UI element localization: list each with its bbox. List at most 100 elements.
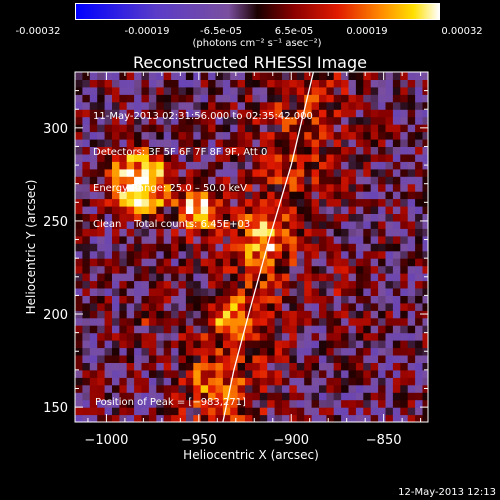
heatmap-cell [311,109,320,118]
heatmap-cell [193,265,202,274]
heatmap-cell [296,109,305,118]
heatmap-cell [104,302,113,311]
heatmap-cell [141,250,150,259]
heatmap-cell [304,131,313,140]
heatmap-cell [178,377,187,386]
heatmap-cell [348,220,357,229]
heatmap-cell [230,176,239,185]
heatmap-cell [326,243,335,252]
heatmap-cell [200,265,209,274]
heatmap-cell [363,146,372,155]
heatmap-cell [171,116,180,125]
heatmap-cell [141,362,150,371]
heatmap-cell [156,116,165,125]
heatmap-cell [104,310,113,319]
heatmap-cell [200,340,209,349]
heatmap-cell [259,146,268,155]
heatmap-cell [378,265,387,274]
heatmap-cell [400,407,409,416]
heatmap-cell [178,407,187,416]
heatmap-cell [237,325,246,334]
heatmap-cell [378,124,387,133]
heatmap-cell [171,310,180,319]
heatmap-cell [89,407,98,416]
heatmap-cell [252,72,261,80]
heatmap-cell [134,265,143,274]
heatmap-cell [222,392,231,401]
heatmap-cell [415,332,424,341]
heatmap-cell [75,243,83,252]
heatmap-cell [267,265,276,274]
heatmap-cell [333,131,342,140]
heatmap-cell [304,198,313,207]
heatmap-cell [104,220,113,229]
heatmap-cell [178,362,187,371]
heatmap-cell [237,235,246,244]
heatmap-cell [296,146,305,155]
heatmap-cell [326,176,335,185]
heatmap-cell [296,369,305,378]
heatmap-cell [400,206,409,214]
heatmap-cell [289,310,298,319]
heatmap-cell [230,265,239,274]
heatmap-cell [156,250,165,259]
heatmap-cell [333,369,342,378]
heatmap-cell [304,273,313,282]
heatmap-cell [82,153,91,162]
heatmap-cell [200,116,209,125]
heatmap-cell [319,235,327,244]
heatmap-cell [89,139,98,147]
heatmap-cell [348,325,357,334]
heatmap-cell [348,116,357,125]
heatmap-cell [341,258,350,267]
heatmap-cell [215,355,224,363]
heatmap-cell [422,206,428,214]
heatmap-cell [75,302,83,311]
heatmap-cell [415,407,424,416]
heatmap-cell [363,86,372,95]
heatmap-cell [296,265,305,274]
info-time-range: 11-May-2013 02:31:56.000 to 02:35:42.000 [93,111,313,122]
heatmap-cell [148,220,157,229]
heatmap-cell [200,146,209,155]
heatmap-cell [311,79,320,88]
heatmap-cell [185,369,194,378]
heatmap-cell [341,79,350,88]
heatmap-cell [230,86,239,95]
heatmap-cell [289,139,298,147]
heatmap-cell [348,131,357,140]
heatmap-cell [185,332,194,341]
heatmap-cell [193,295,202,304]
heatmap-cell [363,183,372,192]
heatmap-cell [274,265,283,274]
y-tick-label: 250 [43,215,68,230]
heatmap-cell [422,79,428,88]
heatmap-cell [126,86,135,95]
heatmap-cell [326,258,335,267]
heatmap-cell [370,280,379,289]
heatmap-cell [82,369,91,378]
heatmap-cell [385,310,394,319]
heatmap-cell [185,340,194,349]
heatmap-cell [200,79,209,88]
heatmap-cell [274,302,283,311]
heatmap-cell [208,355,217,363]
heatmap-cell [104,109,113,118]
heatmap-cell [415,340,424,349]
heatmap-cell [252,243,261,252]
heatmap-cell [215,384,224,393]
heatmap-cell [148,161,157,170]
heatmap-cell [230,131,239,140]
heatmap-cell [296,407,305,416]
heatmap-cell [171,213,180,222]
heatmap-cell [200,198,209,207]
heatmap-cell [348,198,357,207]
heatmap-cell [355,392,364,401]
heatmap-cell [341,168,350,177]
heatmap-cell [163,168,172,177]
heatmap-cell [267,79,276,88]
heatmap-cell [400,340,409,349]
heatmap-cell [126,116,135,125]
heatmap-cell [126,414,135,422]
heatmap-cell [304,317,313,326]
